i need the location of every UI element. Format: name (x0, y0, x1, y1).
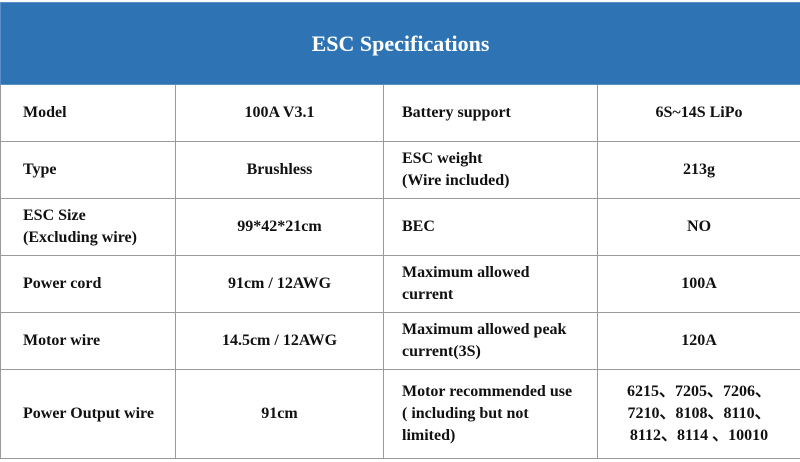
spec-value: 213g (596, 141, 800, 199)
spec-value: Brushless (175, 141, 384, 199)
spec-value: 100A (596, 255, 800, 313)
spec-label: Maximum allowed current (383, 255, 598, 313)
spec-label: ESC weight (Wire included) (383, 141, 598, 199)
table-row: Power cord 91cm / 12AWG Maximum allowed cu… (0, 255, 800, 313)
spec-value: 6S~14S LiPo (596, 84, 800, 142)
spec-label: Maximum allowed peak current(3S) (383, 312, 598, 370)
spec-value: 91cm / 12AWG (175, 255, 384, 313)
spec-label: Type (0, 141, 176, 199)
header-row: ESC Specifications (0, 2, 800, 85)
table-row: Power Output wire 91cm Motor recommended u… (0, 369, 800, 459)
table-row: Motor wire 14.5cm / 12AWG Maximum allowed … (0, 312, 800, 370)
spec-label: Model (0, 84, 176, 142)
spec-value: 14.5cm / 12AWG (175, 312, 384, 370)
spec-label: Battery support (383, 84, 598, 142)
spec-value: 91cm (175, 369, 384, 459)
table-body: Model 100A V3.1 Battery support 6S~14S LiPo… (0, 84, 800, 459)
spec-value: 99*42*21cm (175, 198, 384, 256)
spec-label: Power cord (0, 255, 176, 313)
spec-label: BEC (383, 198, 598, 256)
spec-label: ESC Size (Excluding wire) (0, 198, 176, 256)
table-row: ESC Size (Excluding wire) 99*42*21cm BEC NO (0, 198, 800, 256)
spec-value: 120A (596, 312, 800, 370)
spec-value: 6215、7205、7206、 7210、8108、8110、 8112、811… (596, 369, 800, 459)
table-row: Type Brushless ESC weight (Wire included) 2… (0, 141, 800, 199)
spec-label: Power Output wire (0, 369, 176, 459)
table-row: Model 100A V3.1 Battery support 6S~14S LiPo (0, 84, 800, 142)
spec-value: 100A V3.1 (175, 84, 384, 142)
spec-label: Motor wire (0, 312, 176, 370)
spec-label: Motor recommended use ( including but no… (383, 369, 598, 459)
table-title: ESC Specifications (0, 2, 800, 85)
spec-value: NO (596, 198, 800, 256)
